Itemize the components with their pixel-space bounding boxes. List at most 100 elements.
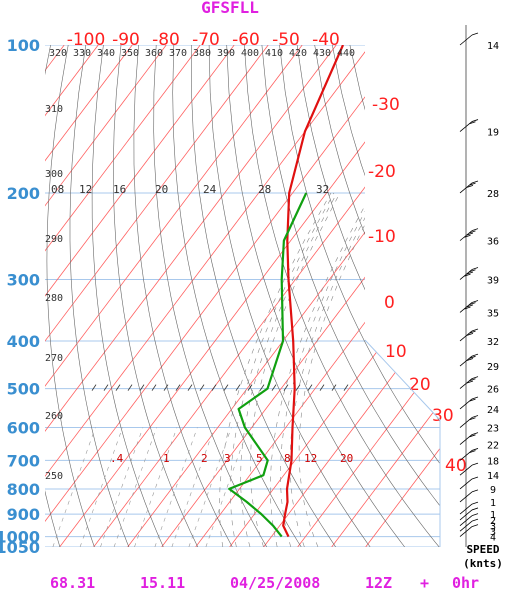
wind-barb: [459, 491, 473, 503]
dry-adiabat-line: [191, 45, 336, 547]
isotherm-line: [297, 45, 440, 547]
pressure-label-800: 800: [7, 480, 40, 499]
wind-barb-flag: [471, 518, 479, 522]
isotherm-label--80: -80: [152, 30, 180, 50]
theta-label-280: 280: [45, 293, 63, 304]
isobar-tick-mark: [223, 384, 229, 391]
wind-speed-label-8: 26: [487, 385, 499, 396]
mixing-ratio-label-28: 28: [258, 183, 271, 196]
wind-barb-flag: [469, 302, 476, 306]
wind-barb-flag: [466, 332, 474, 336]
pressure-label-300: 300: [7, 271, 40, 290]
wind-barb-flag: [466, 358, 474, 361]
wind-speed-label-10: 23: [487, 424, 499, 435]
isobar-tick-mark: [211, 384, 217, 391]
pressure-label-400: 400: [7, 332, 40, 351]
wind-speed-label-11: 22: [487, 441, 499, 452]
isotherm-label-30: 30: [432, 406, 454, 426]
moist-adiabat-line: [230, 192, 335, 547]
isobar-tick-mark: [283, 384, 289, 391]
isotherm-label-0: 0: [384, 293, 395, 313]
pressure-label-1000: 1000: [0, 528, 40, 547]
wind-barb-flag: [469, 417, 476, 421]
isobar-tick-mark: [139, 384, 145, 391]
wind-barb-flag: [471, 501, 479, 505]
wind-barb-flag: [469, 398, 476, 402]
pressure-label-900: 900: [7, 505, 40, 524]
isotherm-label--40: -40: [312, 30, 340, 50]
isotherm-line: [45, 45, 167, 547]
wind-barb-flag: [471, 328, 479, 332]
wind-barb-flag: [471, 415, 479, 418]
dry-adiabat-line: [133, 45, 233, 547]
mixing-ratio-line: [79, 427, 123, 547]
wind-barb-flag: [471, 376, 479, 379]
mixing-ratio-line: [100, 427, 144, 547]
wind-barb-flag: [471, 507, 479, 511]
pressure-label-1050: 1050: [0, 538, 40, 557]
wind-barb-flag: [466, 380, 474, 384]
theta-label-390: 390: [217, 48, 235, 59]
isobar-tick-mark: [199, 384, 205, 391]
wind-barb: [459, 520, 473, 532]
mixing-ratio-label-32: 32: [316, 183, 329, 196]
dewpoint-line: [228, 192, 308, 538]
wind-barb-flag: [469, 269, 476, 273]
wind-speed-label-0: 14: [487, 41, 499, 52]
wind-speed-label-17: 2: [490, 516, 496, 527]
isotherm-label--30: -30: [372, 95, 400, 115]
wind-speed-label-7: 29: [487, 362, 499, 373]
isotherm-label-40: 40: [445, 456, 467, 476]
wind-barb-flag: [471, 462, 479, 466]
pressure-label-100: 100: [7, 36, 40, 55]
moist-adiabat-line: [219, 192, 332, 547]
speed-header-line2: (knts): [463, 557, 503, 570]
wind-barb-flag: [469, 230, 476, 234]
isotherm-label-20: 20: [409, 375, 431, 395]
footer-run: 12Z: [365, 574, 392, 591]
wind-barb: [459, 503, 473, 515]
mixing-ratio-line: [52, 427, 96, 547]
isotherm-line: [127, 45, 440, 547]
isotherm-line: [0, 45, 30, 547]
wind-barb-flag: [466, 232, 474, 236]
wind-barb-flag: [469, 450, 476, 454]
footer-plus: +: [420, 574, 429, 591]
wind-barb: [459, 509, 473, 521]
mixing-ratio-label-2: 2: [201, 452, 208, 465]
dry-adiabat-line: [332, 45, 440, 547]
footer-hour: 0hr: [452, 574, 479, 591]
isotherm-line: [331, 45, 440, 547]
wind-barb-flag: [471, 353, 479, 357]
mixing-ratio-line: [205, 427, 249, 547]
isobar-tick-mark: [319, 384, 325, 391]
isotherm-line: [59, 45, 439, 547]
mixing-ratio-label-20: 20: [155, 183, 168, 196]
isotherm-label--60: -60: [232, 30, 260, 50]
isobar-tick-mark: [127, 384, 133, 391]
wind-speed-label-2: 28: [487, 189, 499, 200]
dry-adiabat-line: [261, 45, 440, 547]
speed-header-line1: SPEED: [466, 543, 499, 556]
dry-adiabat-line: [91, 45, 164, 547]
theta-label-350: 350: [121, 48, 139, 59]
wind-speed-label-4: 39: [487, 276, 499, 287]
wind-barb-flag: [471, 432, 479, 435]
footer-value-b: 15.11: [140, 574, 185, 591]
isotherm-label--70: -70: [192, 30, 220, 50]
moist-adiabat-line: [289, 192, 379, 547]
isobar-tick-mark: [103, 384, 109, 391]
wind-barb-flag: [469, 378, 476, 382]
isobar-tick-mark: [151, 384, 157, 391]
wind-speed-label-19: 3: [490, 527, 496, 538]
footer-date: 04/25/2008: [230, 574, 320, 591]
wind-barb-flag: [471, 32, 479, 36]
dry-adiabat-line: [112, 45, 199, 547]
wind-barb-flag: [471, 476, 479, 480]
chart-title: GFSFLL: [201, 0, 259, 17]
wind-barb: [459, 526, 473, 537]
isotherm-label--50: -50: [272, 30, 300, 50]
mixing-ratio-label-24: 24: [203, 183, 217, 196]
wind-barb: [459, 478, 473, 490]
moist-adiabat-line: [280, 192, 376, 547]
